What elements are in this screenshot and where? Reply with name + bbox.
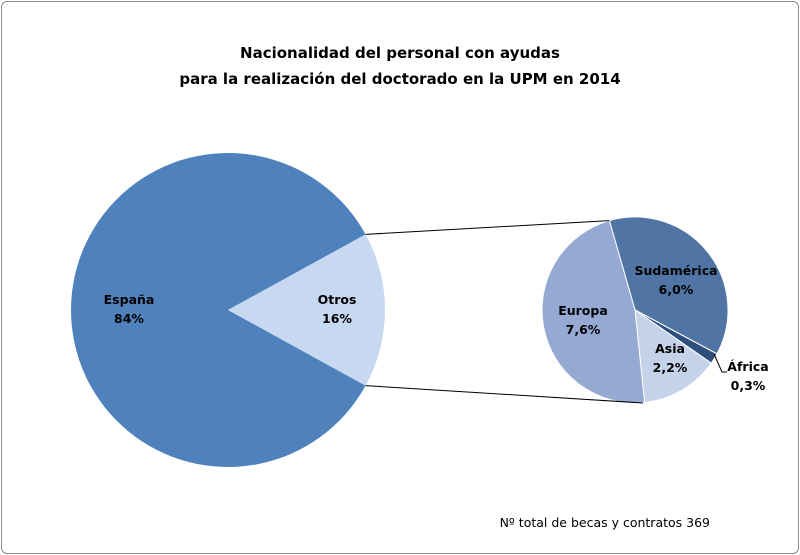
- data-label-otros: Otros: [318, 292, 357, 307]
- data-value-sudamerica: 6,0%: [659, 282, 694, 297]
- data-label-europa: Europa: [558, 303, 608, 318]
- slice-espana: [71, 153, 366, 467]
- connector-line-top: [365, 220, 610, 235]
- slice-sudamerica: [608, 216, 729, 355]
- data-label-espana: España: [104, 292, 155, 307]
- data-label-asia: Asia: [655, 341, 685, 356]
- data-value-europa: 7,6%: [566, 322, 601, 337]
- slice-asia: [634, 308, 712, 404]
- footnote: Nº total de becas y contratos 369: [500, 515, 710, 530]
- data-label-sudamerica: Sudamérica: [634, 263, 717, 278]
- connector-line-bottom: [365, 385, 644, 404]
- data-value-asia: 2,2%: [653, 360, 688, 375]
- data-value-africa: 0,3%: [731, 378, 766, 393]
- slice-otros: [228, 234, 385, 386]
- data-label-africa: África: [727, 359, 768, 374]
- data-value-espana: 84%: [114, 311, 144, 326]
- data-value-otros: 16%: [322, 311, 352, 326]
- chart-title-line2: para la realización del doctorado en la …: [179, 70, 620, 88]
- slice-europa: [541, 219, 646, 404]
- leader-line-africa: [713, 353, 727, 373]
- chart-title-line1: Nacionalidad del personal con ayudas: [240, 44, 560, 62]
